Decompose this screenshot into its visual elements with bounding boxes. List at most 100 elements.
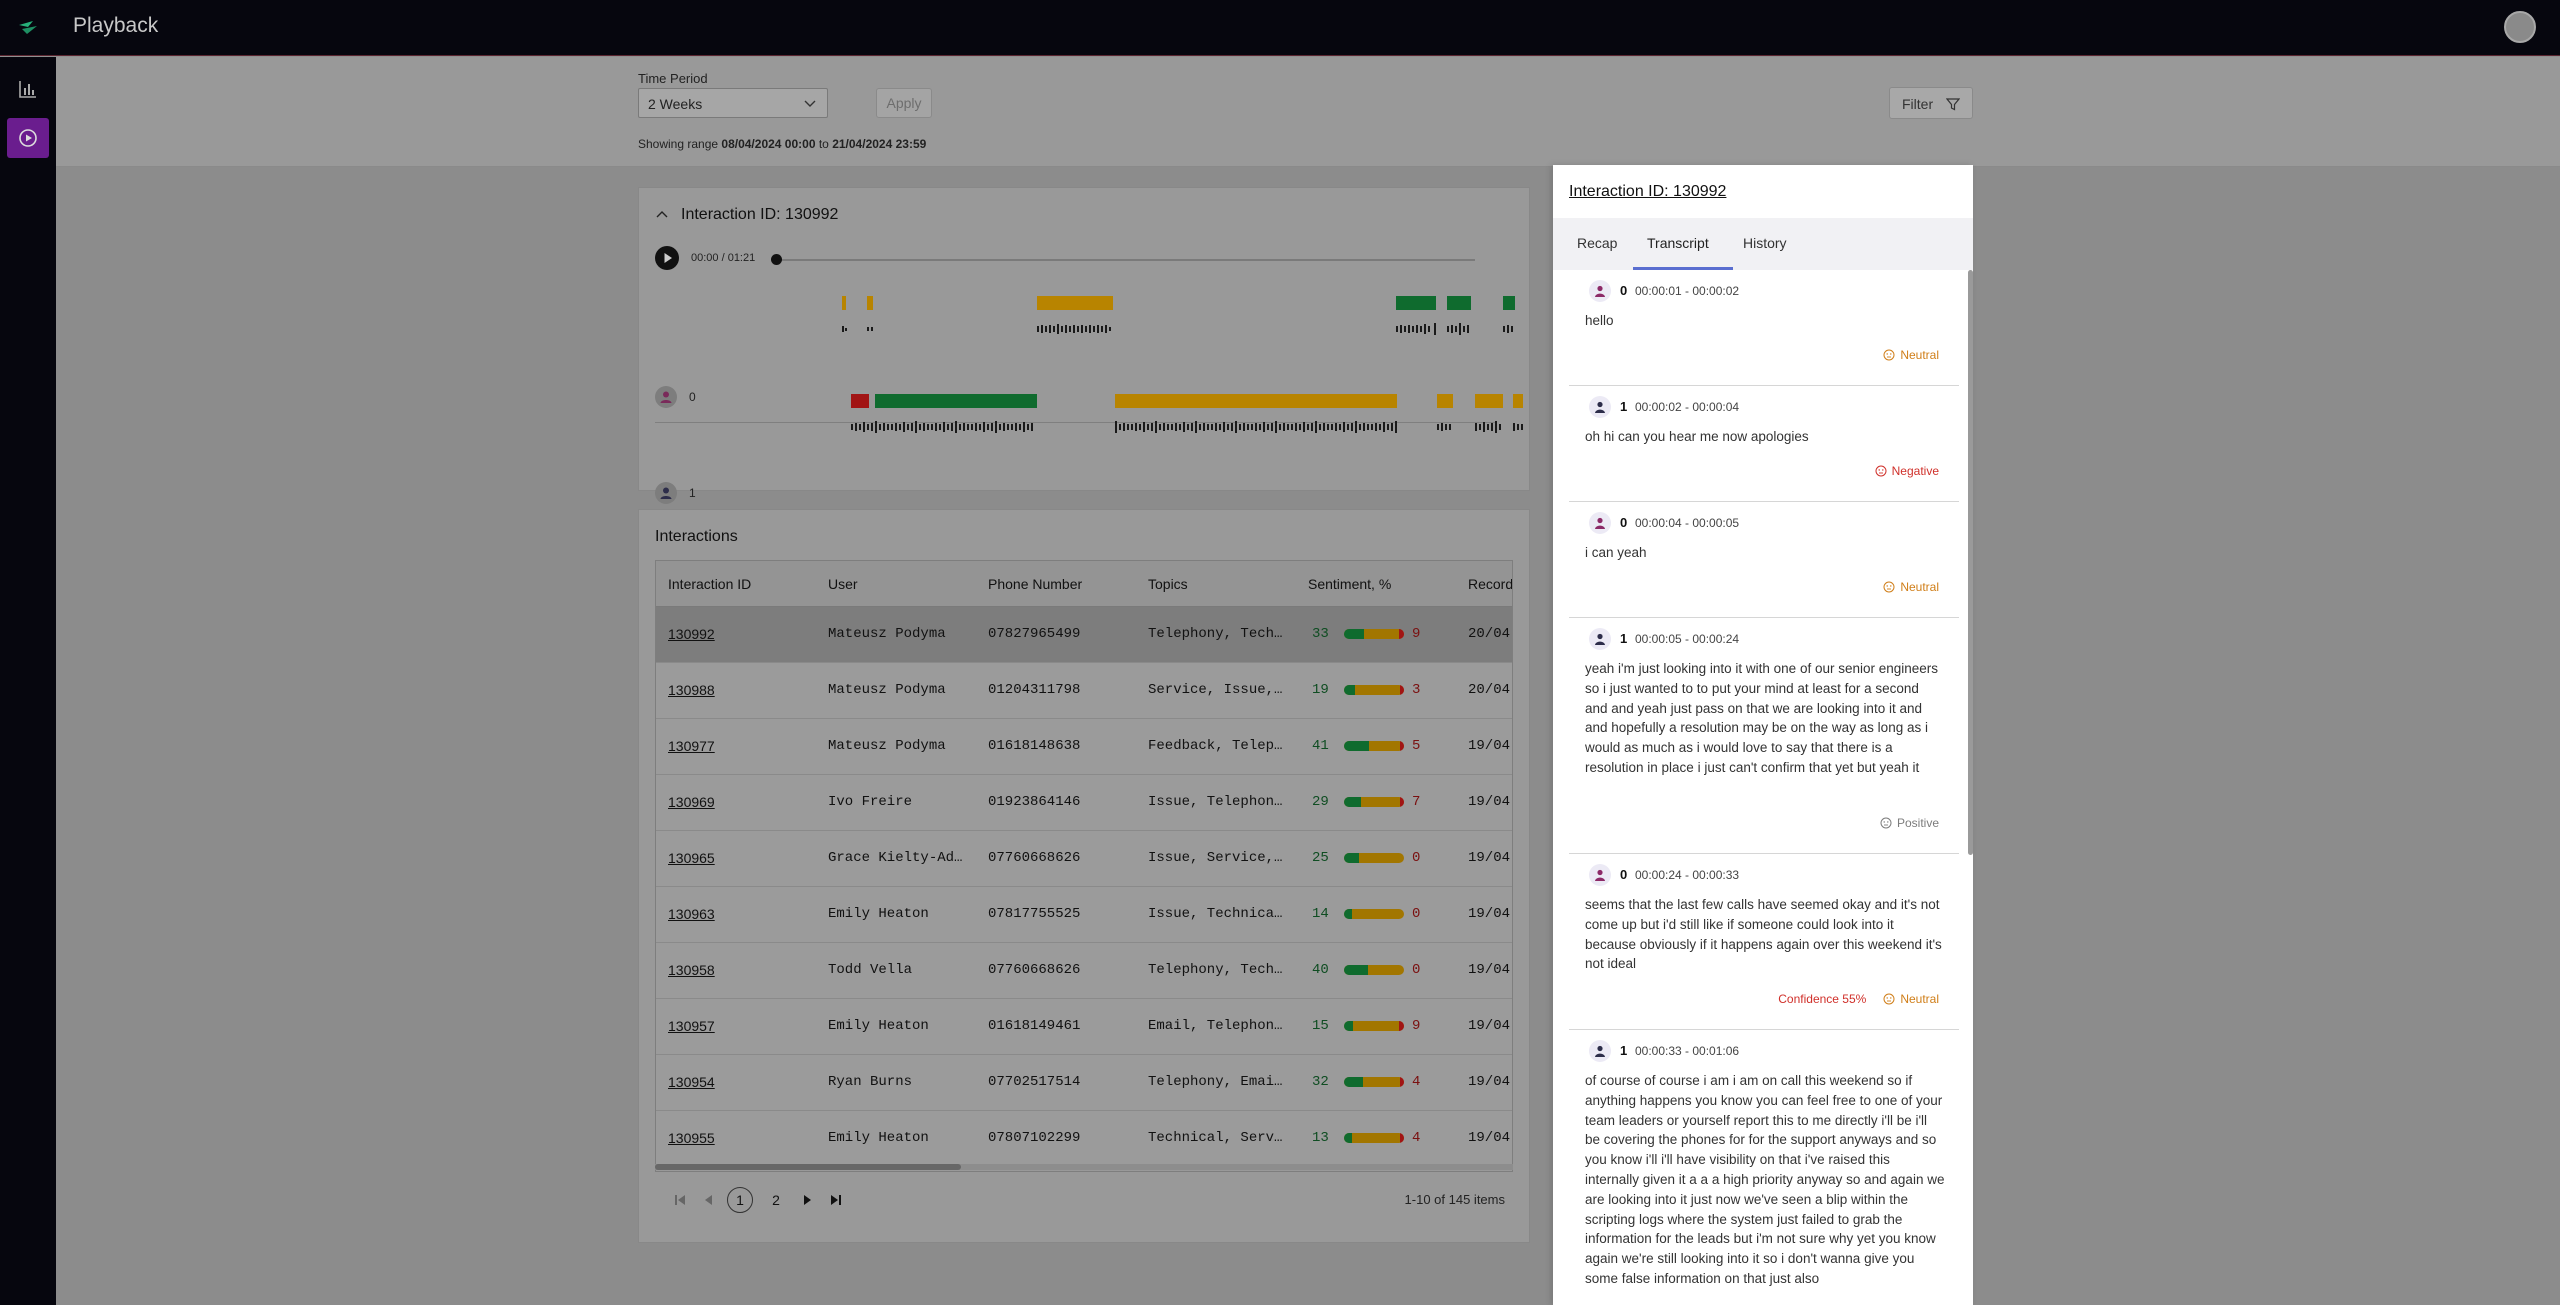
user-cell: Todd Vella [828,962,913,978]
sentiment-bar [1344,741,1404,751]
record-date-cell: 19/04 [1468,962,1511,978]
next-page-icon[interactable] [799,1191,817,1209]
message-timestamp: 00:00:05 - 00:00:24 [1635,632,1740,646]
transcript-message[interactable]: 1 00:00:33 - 00:01:06 of course of course … [1569,1030,1959,1305]
segment [875,394,1037,408]
person-icon [1595,869,1605,881]
table-row[interactable]: 130992 Mateusz Podyma 07827965499 Telephony… [656,607,1512,663]
segment [1513,394,1523,408]
play-button[interactable] [655,246,679,270]
face-icon [1883,993,1895,1005]
column-header[interactable]: Topics [1148,576,1188,592]
sidebar-item-analytics[interactable] [7,69,49,109]
speaker-avatar [1589,864,1611,886]
interaction-id-link[interactable]: 130958 [668,962,715,978]
interaction-id-link[interactable]: 130988 [668,682,715,698]
table-row[interactable]: 130969 Ivo Freire 01923864146 Issue, Teleph… [656,775,1512,831]
column-header[interactable]: Phone Number [988,576,1083,592]
person-icon [1595,1045,1605,1057]
topics-cell: Issue, Telephon… [1148,794,1283,810]
page-1-button[interactable]: 1 [727,1187,753,1213]
sentiment-positive: 33 [1312,626,1329,642]
page-2-button[interactable]: 2 [772,1192,780,1208]
column-header[interactable]: Sentiment, % [1308,576,1392,592]
message-text: of course of course i am i am on call th… [1585,1073,1945,1286]
message-timestamp: 00:00:04 - 00:00:05 [1635,516,1740,530]
filter-button[interactable]: Filter [1889,87,1973,119]
interaction-id-link[interactable]: 130954 [668,1074,715,1090]
scrubber-handle[interactable] [771,254,782,265]
panel-scrollbar[interactable] [1968,270,1973,855]
column-header[interactable]: User [828,576,858,592]
user-cell: Ivo Freire [828,794,913,810]
transcript-message[interactable]: 1 00:00:02 - 00:00:04 oh hi can you hear m… [1569,386,1959,502]
first-page-icon[interactable] [671,1191,689,1209]
sidebar-item-playback[interactable] [7,118,49,158]
topics-cell: Issue, Technica… [1148,906,1283,922]
interactions-title: Interactions [655,528,738,545]
interaction-id-link[interactable]: 130992 [668,626,715,642]
tab-recap[interactable]: Recap [1577,235,1618,251]
person-icon [1595,633,1605,645]
time-period-select[interactable]: 2 Weeks [638,88,828,118]
table-row[interactable]: 130963 Emily Heaton 07817755525 Issue, Tech… [656,887,1512,943]
items-count: 1-10 of 145 items [1404,1192,1505,1207]
transcript-message[interactable]: 1 00:00:05 - 00:00:24 yeah i'm just lookin… [1569,618,1959,854]
person-icon [1595,517,1605,529]
sentiment-negative: 3 [1412,682,1421,698]
column-header[interactable]: Record [1468,576,1513,592]
player-title: Interaction ID: 130992 [681,206,839,223]
speaker-1-avatar [655,482,677,504]
sentiment-negative: 7 [1412,794,1421,810]
table-row[interactable]: 130977 Mateusz Podyma 01618148638 Feedback,… [656,719,1512,775]
interaction-id-link[interactable]: 130969 [668,794,715,810]
message-timestamp: 00:00:01 - 00:00:02 [1635,284,1740,298]
transcript-message[interactable]: 0 00:00:24 - 00:00:33 seems that the last … [1569,854,1959,1030]
scrollbar-thumb[interactable] [655,1164,961,1170]
transcript-message[interactable]: 0 00:00:01 - 00:00:02 hello Neutral [1569,270,1959,386]
chevron-up-icon[interactable] [655,208,669,222]
user-cell: Mateusz Podyma [828,626,946,642]
scrubber-track[interactable] [775,259,1475,261]
table-row[interactable]: 130955 Emily Heaton 07807102299 Technical, … [656,1111,1512,1167]
transcript-message[interactable]: 0 00:00:04 - 00:00:05 i can yeah Neutral [1569,502,1959,618]
range-text: Showing range 08/04/2024 00:00 to 21/04/… [638,137,926,151]
app-logo-icon[interactable] [16,16,40,40]
last-page-icon[interactable] [827,1191,845,1209]
sentiment-label: Neutral [1900,580,1939,594]
previous-page-icon[interactable] [699,1191,717,1209]
interaction-id-link[interactable]: 130965 [668,850,715,866]
message-text: i can yeah [1585,545,1647,560]
interaction-id-link[interactable]: 130957 [668,1018,715,1034]
table-row[interactable]: 130988 Mateusz Podyma 01204311798 Service, … [656,663,1512,719]
speaker-0-label: 0 [689,390,696,404]
filter-bar: Time Period 2 Weeks Apply Showing range … [56,57,2560,167]
interaction-id-link[interactable]: 130977 [668,738,715,754]
table-row[interactable]: 130954 Ryan Burns 07702517514 Telephony, Em… [656,1055,1512,1111]
table-horizontal-scrollbar[interactable] [655,1164,1513,1170]
tab-transcript[interactable]: Transcript [1647,235,1709,251]
speaker-id: 0 [1620,283,1628,298]
person-icon [1595,401,1605,413]
column-header[interactable]: Interaction ID [668,576,752,592]
table-row[interactable]: 130965 Grace Kielty-Ad… 07760668626 Issue, … [656,831,1512,887]
message-text: yeah i'm just looking into it with one o… [1585,661,1939,775]
tab-history[interactable]: History [1743,235,1787,251]
lane-divider [655,422,1495,423]
sentiment-bar [1344,629,1404,639]
transcript-list: 0 00:00:01 - 00:00:02 hello Neutral 1 00:00:0… [1553,270,1973,1305]
interaction-id-link[interactable]: 130963 [668,906,715,922]
phone-cell: 01923864146 [988,794,1081,810]
user-avatar[interactable] [2504,11,2536,43]
topics-cell: Telephony, Tech… [1148,626,1283,642]
speaker-1-lane[interactable] [639,386,1531,436]
sentiment-label: Neutral [1900,348,1939,362]
table-row[interactable]: 130957 Emily Heaton 01618149461 Email, Tele… [656,999,1512,1055]
panel-title[interactable]: Interaction ID: 130992 [1569,183,1727,200]
range-end: 21/04/2024 23:59 [832,137,927,151]
table-row[interactable]: 130958 Todd Vella 07760668626 Telephony, Te… [656,943,1512,999]
interaction-id-link[interactable]: 130955 [668,1130,715,1146]
speaker-0-lane[interactable] [639,288,1531,338]
apply-button[interactable]: Apply [876,88,932,118]
person-icon [660,487,672,499]
